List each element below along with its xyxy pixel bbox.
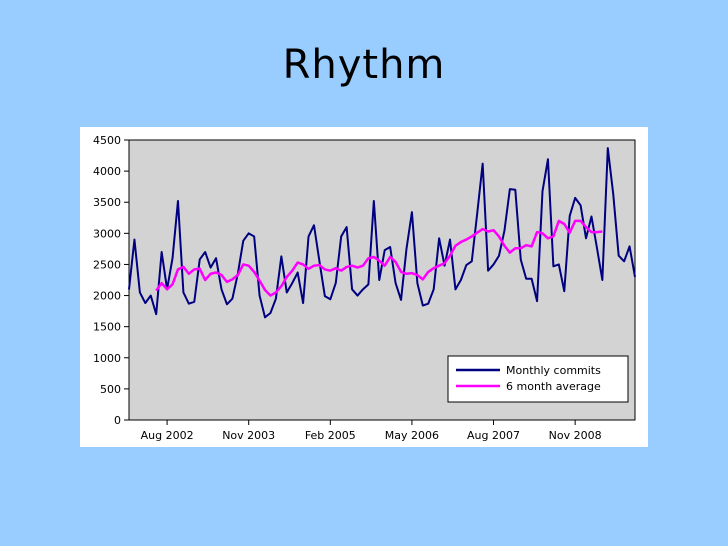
line-chart: 0 500 1000 1500 2000 2500 3000 3500 4000 4500 Aug … [93,134,636,442]
y-tick-label: 3000 [93,227,121,240]
x-tick-label: Nov 2008 [549,429,602,442]
legend-label: 6 month average [506,380,601,393]
y-tick-label: 2500 [93,258,121,271]
x-tick-label: Aug 2002 [141,429,194,442]
series-points-monthly-commits [128,148,636,318]
y-tick-label: 2000 [93,290,121,303]
x-tick-label: Feb 2005 [305,429,356,442]
y-tick-label: 1500 [93,321,121,334]
x-tick-label: Nov 2003 [222,429,275,442]
x-tick-label: May 2006 [385,429,439,442]
chart-frame: 0 500 1000 1500 2000 2500 3000 3500 4000 4500 Aug … [80,127,648,447]
x-tick-label: Aug 2007 [467,429,520,442]
y-tick-label: 1000 [93,352,121,365]
slide-title: Rhythm [282,42,446,88]
legend-label: Monthly commits [506,364,601,377]
y-tick-label: 4500 [93,134,121,147]
y-tick-label: 0 [114,414,121,427]
y-tick-label: 500 [100,383,121,396]
series-line-monthly-commits [128,147,636,319]
y-tick-label: 3500 [93,196,121,209]
legend-box [447,355,629,403]
series-points-six-month-average [156,220,603,296]
y-tick-label: 4000 [93,165,121,178]
